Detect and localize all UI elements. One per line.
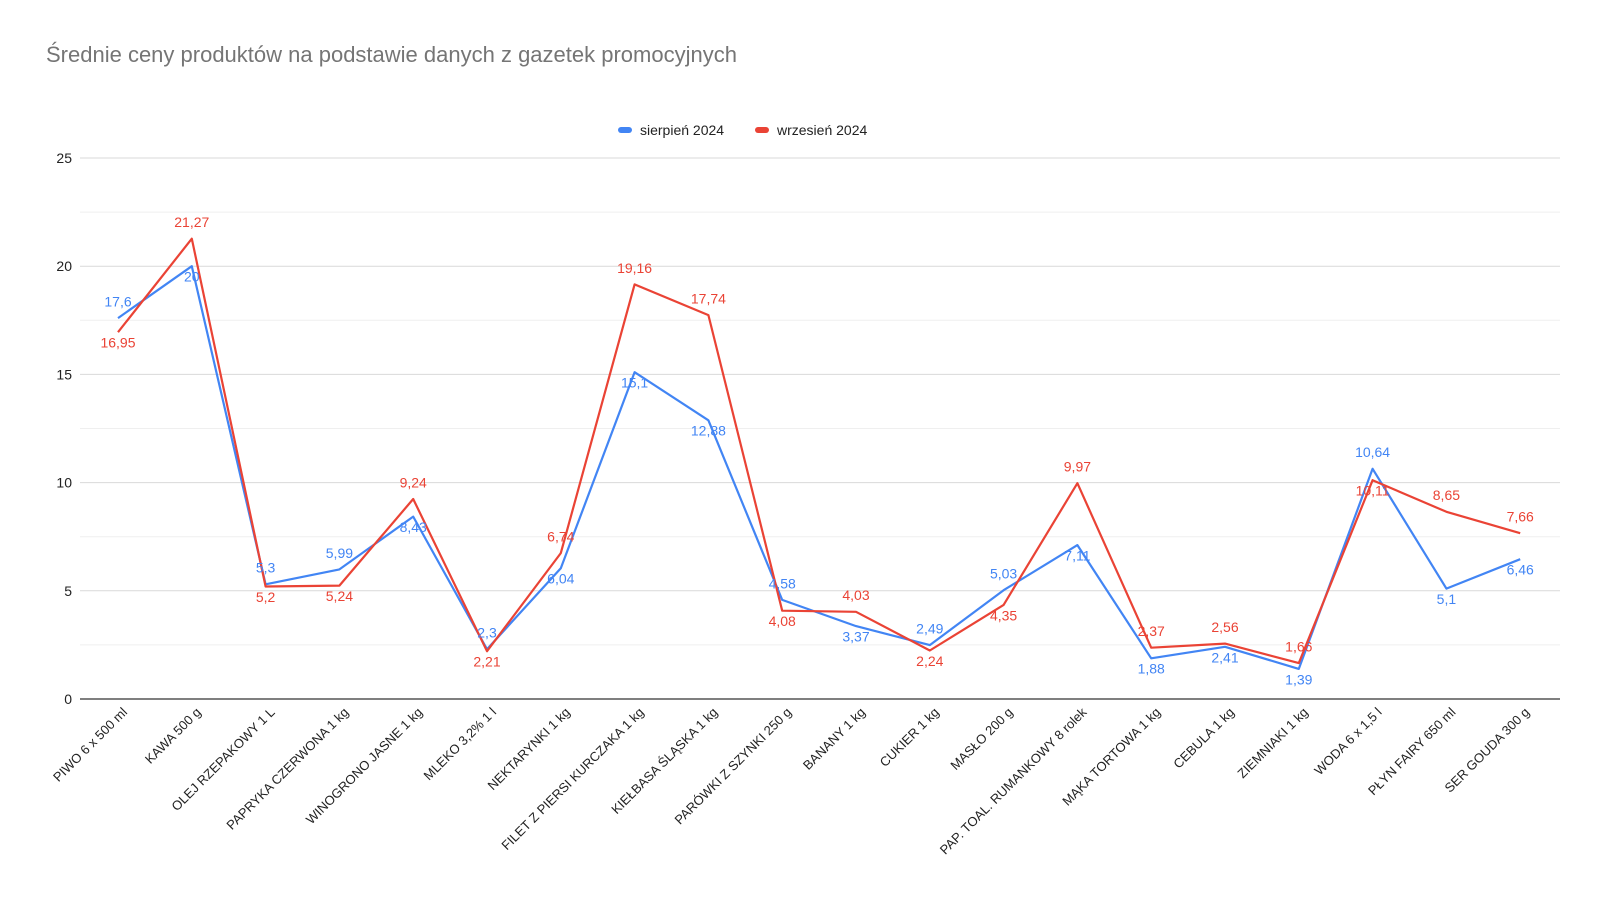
data-label: 5,24 <box>326 588 353 604</box>
y-tick-label: 10 <box>56 475 72 491</box>
data-label: 19,16 <box>617 260 652 276</box>
x-category-label: PAP. TOAL. RUMANKOWY 8 rolek <box>937 704 1090 857</box>
data-label: 6,46 <box>1507 562 1534 578</box>
x-category-label: PAPRYKA CZERWONA 1 kg <box>223 705 351 833</box>
x-category-label: CEBULA 1 kg <box>1170 705 1237 772</box>
series-line-sierpien-2024[interactable] <box>117 265 1521 671</box>
data-label: 2,41 <box>1211 649 1238 665</box>
data-label: 8,43 <box>400 519 427 535</box>
data-label: 3,37 <box>842 628 869 644</box>
series-line-wrzesien-2024[interactable] <box>117 237 1521 665</box>
data-labels: 17,6 16,95 20 21,27 5,3 5,2 5,99 5,24 8,43 9,24 2,… <box>100 214 1534 687</box>
data-label: 17,74 <box>691 291 726 307</box>
legend[interactable]: sierpień 2024 wrzesień 2024 <box>618 122 867 138</box>
y-tick-label: 15 <box>56 366 72 382</box>
x-category-label: BANANY 1 kg <box>800 705 868 773</box>
data-label: 5,3 <box>256 560 276 576</box>
x-category-label: PARÓWKI Z SZYNKI 250 g <box>671 705 794 828</box>
series-lines <box>117 237 1521 671</box>
legend-label: wrzesień 2024 <box>776 122 867 138</box>
x-category-label: WODA 6 x 1,5 l <box>1311 704 1385 778</box>
data-label: 6,74 <box>547 529 574 545</box>
x-category-label: PIWO 6 x 500 ml <box>50 704 130 784</box>
data-label: 4,35 <box>990 607 1017 623</box>
y-tick-label: 5 <box>64 583 72 599</box>
data-label: 10,11 <box>1356 483 1390 499</box>
data-label: 9,24 <box>400 474 427 490</box>
data-label: 21,27 <box>174 214 209 230</box>
data-label: 4,03 <box>842 587 869 603</box>
y-tick-label: 25 <box>56 150 72 166</box>
data-label: 1,39 <box>1285 671 1312 687</box>
x-category-label: ZIEMNIAKI 1 kg <box>1234 705 1311 782</box>
data-label: 2,37 <box>1138 623 1165 639</box>
data-label: 2,24 <box>916 653 943 669</box>
data-label: 5,2 <box>256 589 276 605</box>
data-label: 16,95 <box>100 335 135 351</box>
data-label: 6,04 <box>547 571 574 587</box>
legend-swatch <box>618 127 632 133</box>
y-tick-label: 20 <box>56 258 72 274</box>
x-category-label: MLEKO 3,2% 1 l <box>421 704 500 783</box>
chart-title: Średnie ceny produktów na podstawie dany… <box>46 42 737 67</box>
data-label: 10,64 <box>1355 444 1390 460</box>
data-label: 5,99 <box>326 545 353 561</box>
data-label: 1,66 <box>1285 638 1312 654</box>
y-axis-ticks: 0 5 10 15 20 25 <box>56 150 72 707</box>
legend-swatch <box>755 127 769 133</box>
data-label: 8,65 <box>1433 487 1460 503</box>
data-label: 2,49 <box>916 621 943 637</box>
data-label: 2,3 <box>477 625 497 641</box>
data-label: 7,11 <box>1064 548 1090 564</box>
x-category-label: MASŁO 200 g <box>947 705 1015 773</box>
data-label: 15,1 <box>621 375 648 391</box>
data-label: 5,1 <box>1437 591 1457 607</box>
data-label: 5,03 <box>990 566 1017 582</box>
data-label: 12,88 <box>691 423 726 439</box>
data-label: 4,08 <box>769 613 796 629</box>
data-label: 17,6 <box>104 294 131 310</box>
y-tick-label: 0 <box>64 691 72 707</box>
data-label: 7,66 <box>1507 509 1534 525</box>
data-label: 4,58 <box>769 575 796 591</box>
data-label: 20 <box>184 269 200 285</box>
data-label: 9,97 <box>1064 459 1091 475</box>
data-label: 2,56 <box>1211 619 1238 635</box>
x-category-label: FILET Z PIERSI KURCZAKA 1 kg <box>498 705 646 853</box>
data-label: 2,21 <box>473 654 500 670</box>
legend-label: sierpień 2024 <box>640 122 724 138</box>
data-label: 1,88 <box>1138 661 1165 677</box>
x-category-label: CUKIER 1 kg <box>877 705 942 770</box>
gridlines <box>80 157 1560 700</box>
x-category-label: KAWA 500 g <box>142 705 204 767</box>
